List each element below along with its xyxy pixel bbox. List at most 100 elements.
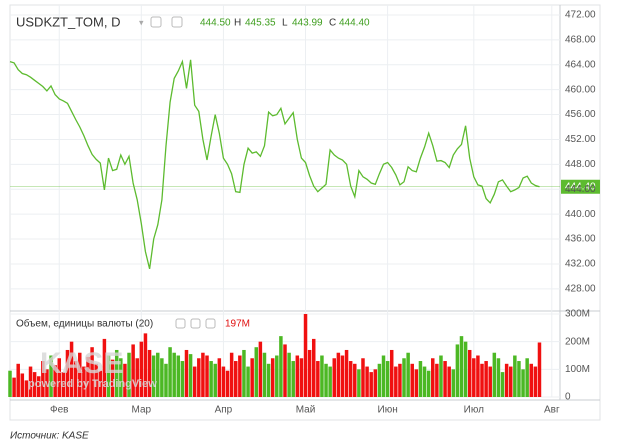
volume-legend: Объем, единицы валюты (20) [16, 318, 153, 330]
chart-title: USDKZT_TOM, D [16, 14, 121, 29]
open-value: 444.50 [200, 18, 231, 29]
volume-bar [283, 344, 287, 397]
volume-bar [156, 352, 160, 397]
volume-bar [332, 358, 336, 397]
volume-bar [353, 363, 357, 397]
volume-bar [201, 352, 205, 397]
dropdown-icon[interactable]: ▾ [139, 17, 144, 27]
volume-bar [110, 359, 115, 397]
volume-bar [517, 361, 521, 397]
volume-bar [336, 352, 341, 397]
volume-bar [410, 363, 414, 397]
volume-bar [12, 377, 16, 397]
volume-bar [365, 366, 369, 397]
price-line [9, 59, 540, 270]
y-tick-label: 468.00 [565, 34, 596, 45]
volume-bar [443, 361, 447, 397]
volume-bar [73, 361, 78, 397]
volume-bar [439, 355, 443, 397]
volume-bar [69, 341, 74, 397]
y-tick-label: 432.00 [565, 259, 596, 270]
volume-bar [529, 363, 534, 397]
volume-bar [500, 372, 505, 397]
volume-bar [422, 366, 427, 397]
plot: 444.40 [9, 59, 600, 270]
volume-bar [176, 355, 181, 397]
y-tick-label: 444.00 [565, 184, 596, 195]
volume-bar [467, 349, 472, 397]
last-price-label: 444.40 [565, 181, 596, 192]
volume-bar [459, 336, 464, 397]
eye-icon[interactable] [175, 318, 186, 329]
x-tick-label: Фев [50, 405, 68, 416]
eye-icon[interactable] [150, 16, 162, 28]
volume-bar [398, 363, 402, 397]
volume-bar [340, 355, 345, 397]
volume-bar [303, 314, 308, 397]
volume-bar [447, 366, 451, 397]
close-label: C [329, 18, 336, 29]
volume-bar [435, 363, 439, 397]
volume-bar [537, 342, 542, 397]
close-icon[interactable] [205, 318, 216, 329]
y-tick-label: 448.00 [565, 159, 596, 170]
volume-bar [504, 363, 509, 397]
y-tick-label: 436.00 [565, 234, 596, 245]
volume-bar [373, 369, 378, 397]
volume-bar [509, 366, 513, 397]
volume-bar [463, 341, 468, 397]
volume-bar [484, 361, 488, 397]
x-tick-label: Апр [215, 405, 233, 416]
volume-bar [98, 370, 103, 397]
volume-bar [402, 358, 406, 397]
volume-bar [160, 358, 164, 397]
volume-bar [476, 355, 480, 397]
volume-bar [213, 363, 217, 397]
volume-bar [78, 352, 82, 397]
settings-icon[interactable] [171, 16, 183, 28]
volume-bar [221, 366, 226, 397]
volume-bar [172, 352, 176, 397]
volume-bar [488, 366, 492, 397]
volume-bar [45, 369, 49, 397]
volume-bar [369, 372, 373, 397]
volume-bar [192, 366, 197, 397]
volume-bar [32, 372, 37, 397]
source: Источник: KASE [10, 431, 89, 442]
volume-bar [377, 363, 382, 397]
volume-bar [513, 355, 517, 397]
volume-bar [238, 355, 242, 397]
volume-bar [311, 338, 316, 397]
settings-icon[interactable] [190, 318, 201, 329]
volume-bar [184, 349, 189, 397]
volume-bars [8, 314, 542, 397]
volume-bar [295, 355, 300, 397]
volume-bar [20, 373, 25, 397]
volume-bar [250, 358, 254, 397]
volume-bar [291, 361, 295, 397]
x-tick-label: Авг [544, 405, 560, 416]
volume-bar [348, 361, 353, 397]
low-label: L [282, 18, 288, 29]
volume-bar [188, 354, 193, 397]
volume-bar [168, 347, 172, 397]
high-value: 445.35 [245, 18, 276, 29]
low-value: 443.99 [292, 18, 323, 29]
volume-bar [414, 369, 419, 397]
y-tick-label: 464.00 [565, 59, 596, 70]
volume-tick-label: 300M [565, 309, 590, 320]
volume-bar [525, 358, 529, 397]
volume-bar [82, 366, 86, 397]
volume-tick-label: 200M [565, 336, 590, 347]
volume-bar [106, 355, 111, 397]
volume-bar [451, 369, 456, 397]
volume-bar [135, 358, 139, 397]
volume-bar [217, 358, 222, 397]
volume-tick-label: 0 [565, 392, 571, 403]
volume-bar [139, 341, 144, 397]
volume-bar [492, 352, 497, 397]
volume-bar [90, 347, 94, 397]
volume-bar [16, 363, 20, 397]
watermark: KASE [40, 347, 123, 380]
